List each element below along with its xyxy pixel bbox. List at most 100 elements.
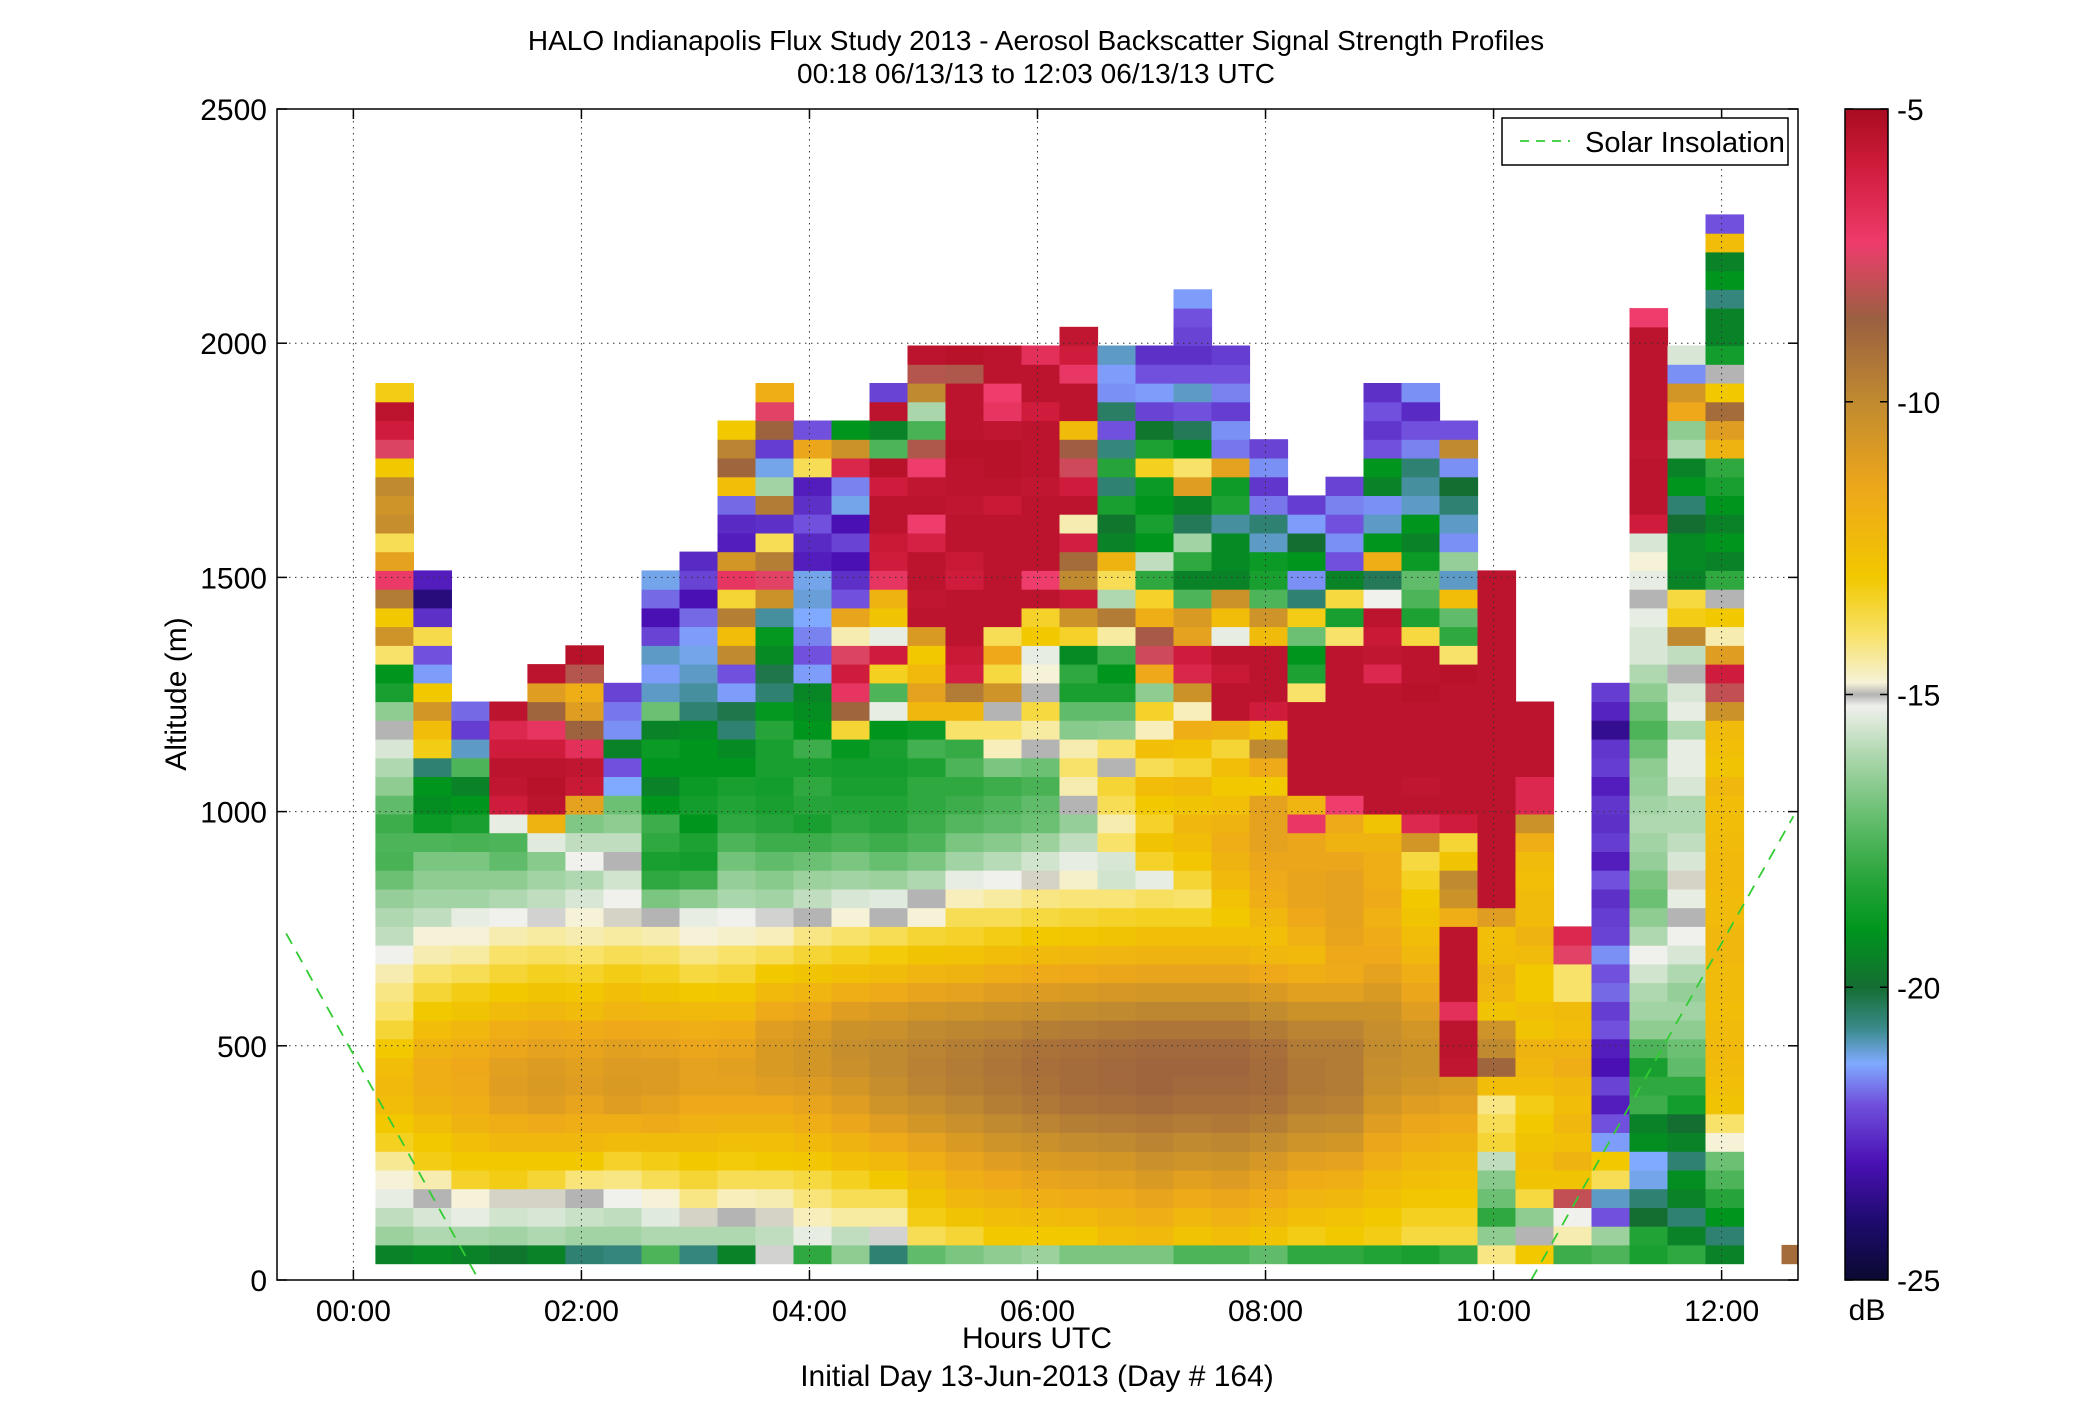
heatmap-cell	[641, 851, 681, 871]
heatmap-cell	[1059, 645, 1099, 665]
heatmap-cell	[1021, 795, 1061, 815]
heatmap-cell	[945, 813, 985, 834]
heatmap-cell	[983, 1020, 1023, 1040]
heatmap-cell	[1705, 832, 1745, 852]
heatmap-cell	[1591, 1188, 1631, 1208]
heatmap-cell	[1097, 570, 1137, 590]
heatmap-cell	[831, 832, 871, 852]
heatmap-cell	[755, 757, 795, 777]
heatmap-cell	[1059, 1244, 1099, 1265]
heatmap-cell	[413, 888, 452, 909]
heatmap-cell	[451, 1076, 490, 1096]
heatmap-cell	[945, 926, 985, 946]
heatmap-cell	[831, 439, 871, 459]
heatmap-cell	[983, 926, 1023, 946]
heatmap-cell	[565, 1207, 604, 1227]
heatmap-cell	[1097, 1113, 1137, 1133]
heatmap-cell	[1249, 1057, 1289, 1077]
heatmap-cell	[1173, 739, 1213, 759]
heatmap-cell	[527, 982, 566, 1002]
solar-insolation-line	[285, 815, 1795, 1280]
heatmap-cell	[717, 607, 757, 628]
heatmap-cell	[375, 626, 414, 646]
heatmap-cell	[1591, 982, 1631, 1002]
heatmap-cell	[869, 1244, 909, 1265]
heatmap-cell	[1972, 964, 2011, 983]
heatmap-cell	[869, 532, 909, 553]
heatmap-cell	[527, 1020, 566, 1040]
heatmap-cell	[679, 1188, 719, 1208]
heatmap-cell	[1439, 664, 1479, 684]
heatmap-cell	[1059, 757, 1099, 777]
heatmap-cell	[755, 701, 795, 721]
heatmap-cell	[1972, 908, 2011, 927]
heatmap-cell	[1097, 1226, 1137, 1246]
heatmap-cell	[1667, 570, 1707, 590]
heatmap-cell	[1363, 832, 1403, 852]
heatmap-cell	[527, 776, 566, 796]
heatmap-cell	[1477, 1095, 1517, 1115]
heatmap-cell	[641, 813, 681, 834]
heatmap-cell	[1972, 1058, 2011, 1077]
heatmap-cell	[1173, 664, 1213, 684]
heatmap-cell	[983, 664, 1023, 684]
heatmap-cell	[1401, 870, 1441, 890]
heatmap-cell	[1059, 551, 1099, 571]
heatmap-cell	[717, 945, 757, 965]
heatmap-cell	[1135, 851, 1175, 871]
heatmap-cell	[1173, 720, 1213, 740]
heatmap-cell	[1439, 1020, 1479, 1040]
heatmap-cell	[1287, 813, 1327, 834]
heatmap-cell	[717, 982, 757, 1002]
heatmap-cell	[793, 1020, 833, 1040]
heatmap-cell	[1211, 626, 1251, 646]
heatmap-cell	[1135, 1001, 1175, 1021]
heatmap-cell	[945, 757, 985, 777]
heatmap-cell	[1705, 664, 1745, 684]
heatmap-cell	[1477, 1113, 1517, 1133]
heatmap-cell	[1553, 1001, 1593, 1021]
heatmap-cell	[1211, 1113, 1251, 1133]
heatmap-cell	[1439, 907, 1479, 927]
heatmap-cell	[375, 1095, 414, 1115]
heatmap-cell	[603, 832, 643, 852]
heatmap-cell	[831, 589, 871, 609]
heatmap-cell	[945, 383, 985, 403]
heatmap-cell	[451, 1113, 490, 1133]
heatmap-cell	[907, 1038, 947, 1059]
heatmap-cell	[1553, 1169, 1593, 1190]
heatmap-cell	[983, 1207, 1023, 1227]
heatmap-cell	[1097, 551, 1137, 571]
heatmap-cell	[1705, 495, 1745, 515]
heatmap-cell	[1705, 532, 1745, 553]
heatmap-cell	[831, 870, 871, 890]
heatmap-cell	[755, 1076, 795, 1096]
x-tick-label: 00:00	[316, 1295, 391, 1328]
heatmap-cell	[603, 851, 643, 871]
heatmap-cell	[1667, 945, 1707, 965]
heatmap-cell	[945, 1207, 985, 1227]
heatmap-cell	[1934, 851, 1973, 870]
heatmap-cell	[527, 832, 566, 852]
heatmap-cell	[1211, 945, 1251, 965]
heatmap-cell	[1021, 1113, 1061, 1133]
heatmap-cell	[375, 495, 414, 515]
heatmap-cell	[1553, 945, 1593, 965]
heatmap-cell	[1629, 701, 1669, 721]
x-tick-label: 06:00	[1000, 1295, 1075, 1328]
heatmap-cell	[1705, 364, 1745, 384]
heatmap-cell	[1325, 832, 1365, 852]
heatmap-cell	[945, 870, 985, 890]
y-tick-label: 2500	[200, 94, 267, 127]
heatmap-cell	[565, 963, 604, 984]
heatmap-cell	[1515, 795, 1555, 815]
heatmap-cell	[945, 1132, 985, 1152]
heatmap-cell	[755, 589, 795, 609]
heatmap-cell	[1439, 926, 1479, 946]
heatmap-cell	[451, 776, 490, 796]
heatmap-cell	[793, 739, 833, 759]
heatmap-cell	[1934, 139, 1973, 158]
heatmap-cell	[527, 1057, 566, 1077]
heatmap-cell	[413, 1169, 452, 1190]
heatmap-cell	[1249, 607, 1289, 628]
